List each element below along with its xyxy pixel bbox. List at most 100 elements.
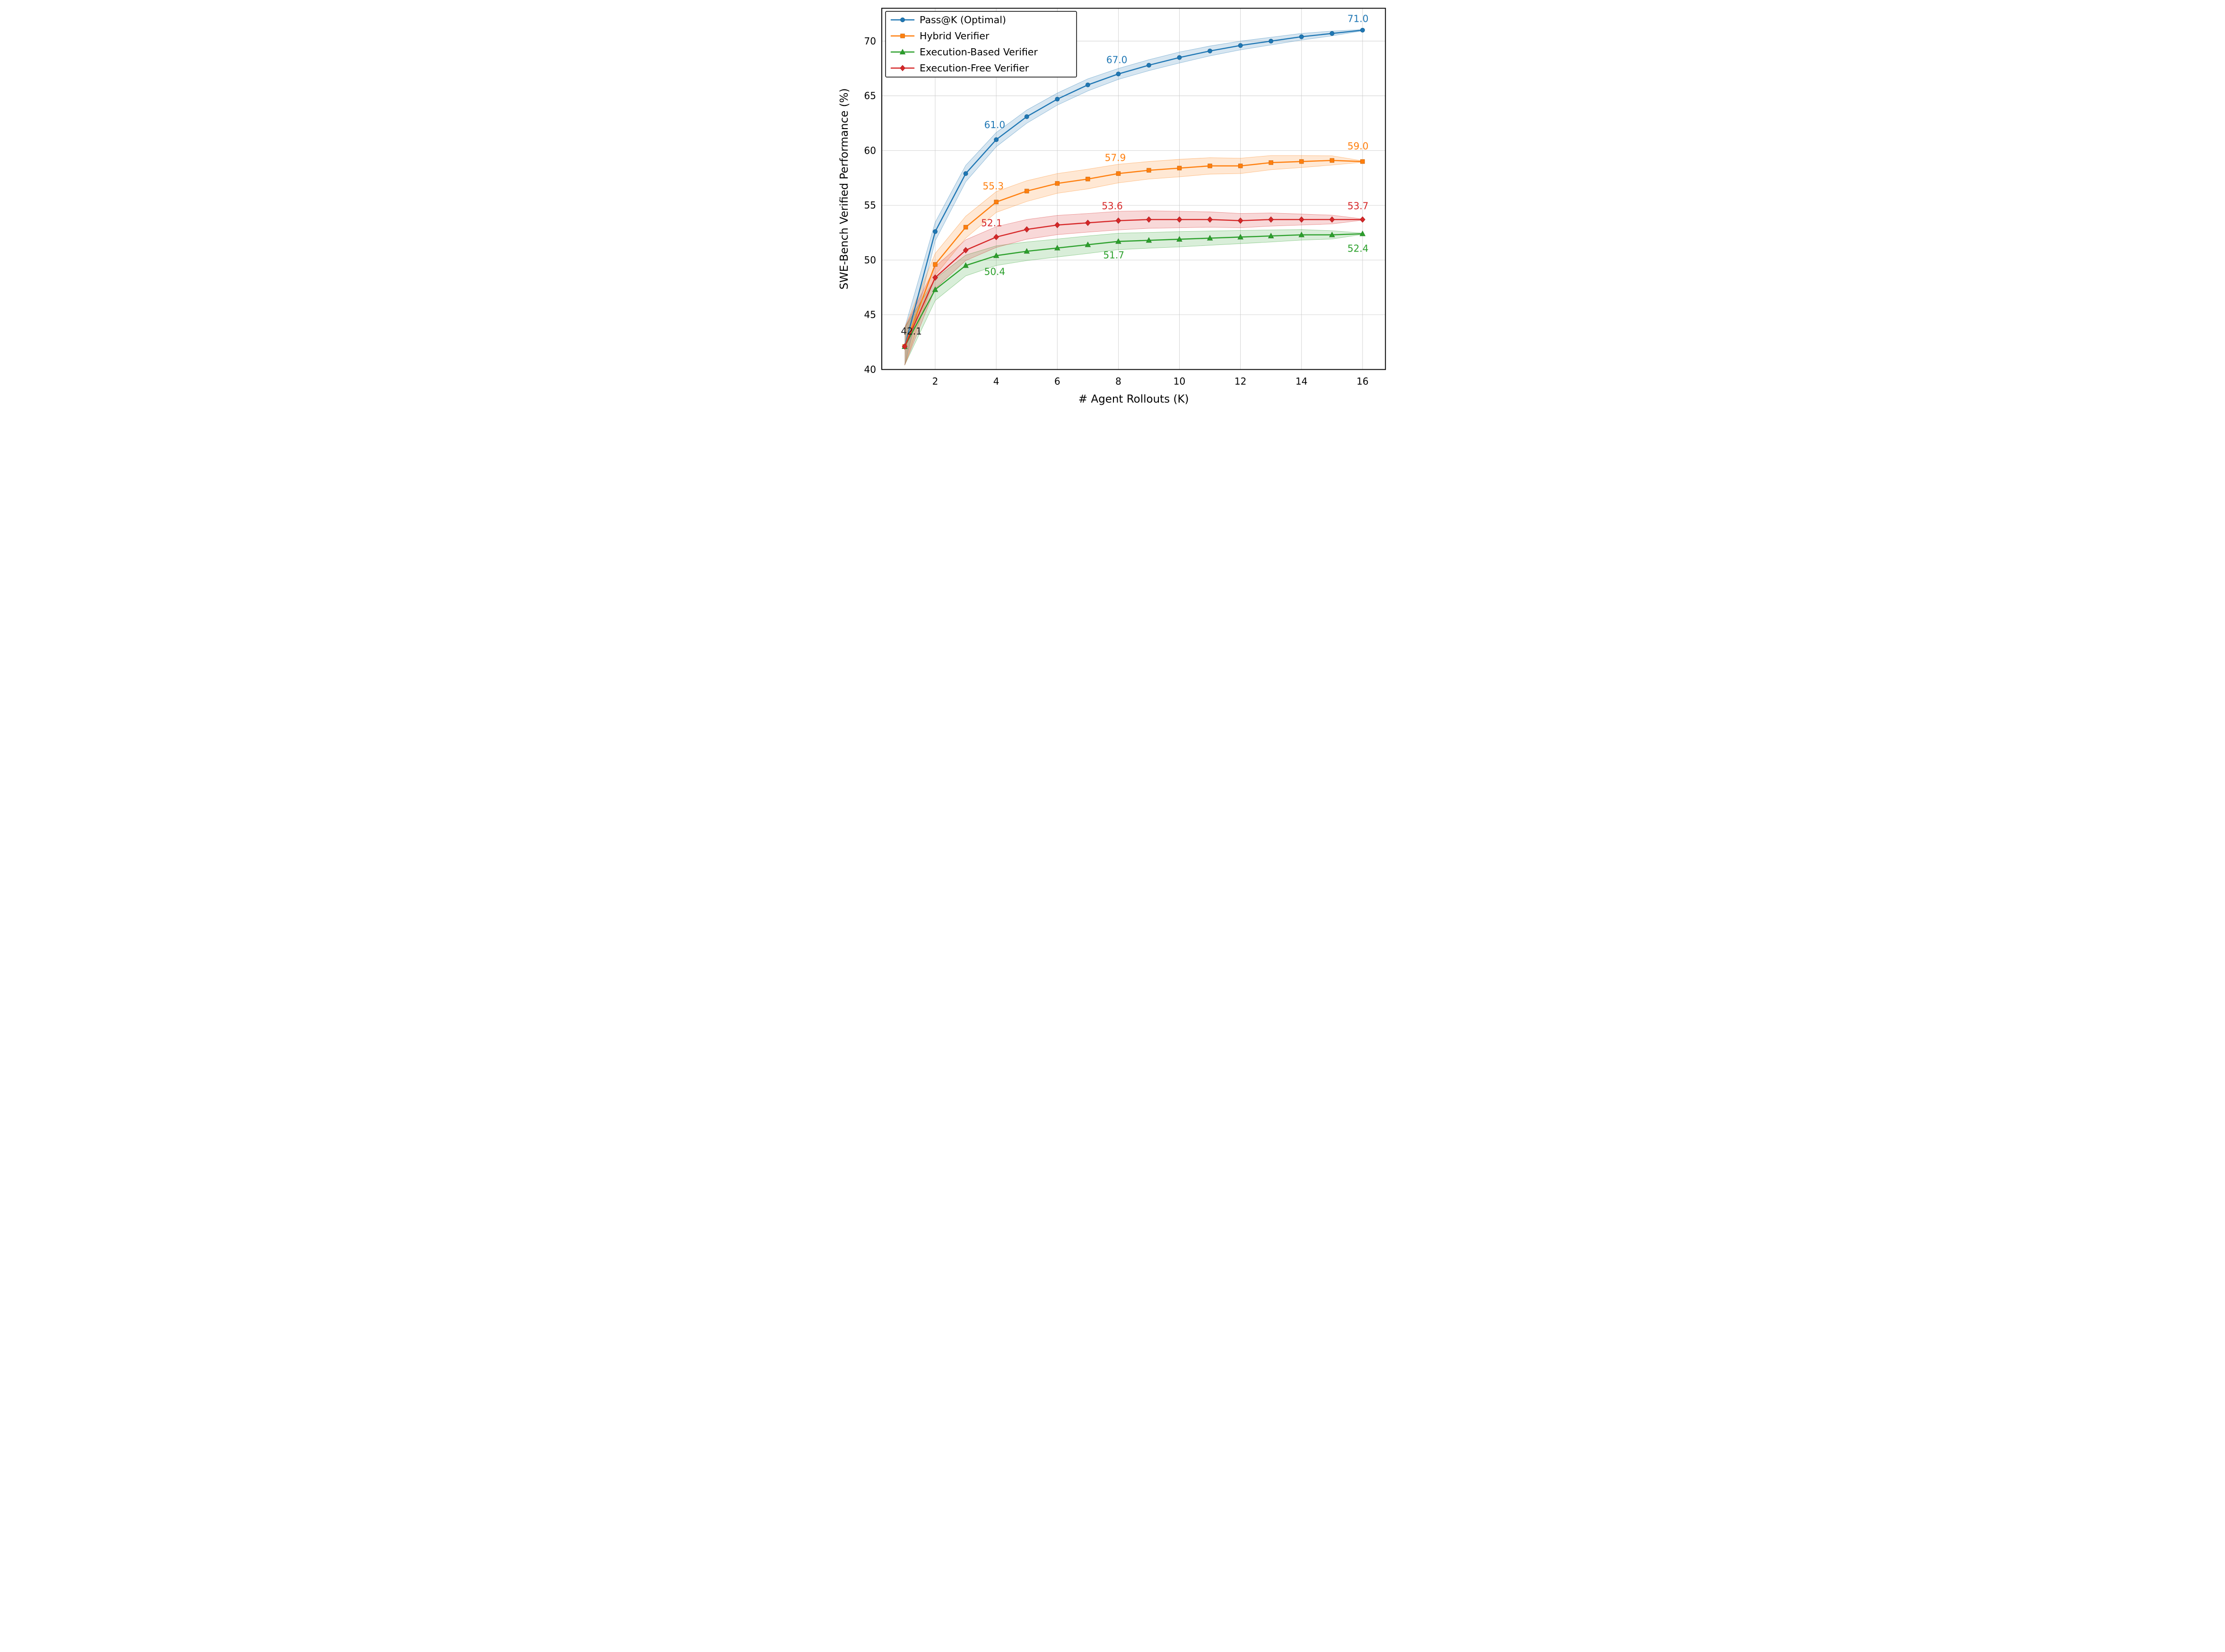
value-annotation: 50.4: [984, 266, 1006, 277]
band-lower-edge: [904, 220, 1363, 365]
value-annotation: 52.4: [1347, 243, 1369, 254]
series-line: [904, 29, 1364, 348]
marker-circle: [1146, 62, 1151, 68]
marker-square: [994, 200, 999, 205]
marker-diamond: [1298, 216, 1304, 223]
marker-square: [1238, 164, 1243, 168]
marker-triangle-up: [1237, 234, 1243, 240]
x-tick-labels: 2 4 6 8 10 12 14 16: [932, 376, 1369, 387]
x-tick-label: 14: [1295, 376, 1307, 387]
band-execution-free-verifier: [904, 210, 1363, 365]
marker-circle: [1208, 48, 1213, 53]
legend-label: Execution-Free Verifier: [920, 62, 1029, 74]
marker-square: [933, 262, 938, 267]
y-tick-label: 40: [864, 364, 876, 375]
marker-square: [1208, 164, 1212, 168]
marker-diamond: [993, 234, 1000, 241]
value-annotation: 52.1: [981, 217, 1002, 228]
series-pass-k-optimal: [902, 27, 1365, 349]
marker-square: [1024, 189, 1029, 193]
series-line: [904, 233, 1364, 348]
y-tick-label: 60: [864, 145, 876, 156]
marker-diamond: [1359, 216, 1365, 223]
legend-item-execution-free-verifier: Execution-Free Verifier: [890, 62, 1029, 74]
marker-triangle-up: [899, 49, 906, 54]
marker-circle: [1085, 82, 1090, 87]
band-upper-edge: [904, 210, 1363, 328]
marker-square: [1116, 171, 1121, 176]
legend-item-hybrid-verifier: Hybrid Verifier: [890, 30, 990, 42]
legend-box: [885, 11, 1077, 78]
x-tick-label: 8: [1115, 376, 1121, 387]
marker-diamond: [1085, 219, 1091, 226]
marker-circle: [1360, 27, 1365, 33]
y-tick-label: 65: [864, 90, 876, 102]
legend-item-execution-based-verifier: Execution-Based Verifier: [890, 46, 1038, 58]
legend-label: Pass@K (Optimal): [920, 14, 1006, 26]
marker-diamond: [902, 343, 908, 350]
marker-square: [900, 34, 905, 38]
band-upper-edge: [904, 29, 1363, 328]
band-upper-edge: [904, 229, 1363, 328]
marker-square: [1177, 165, 1182, 171]
legend-label: Execution-Based Verifier: [920, 46, 1038, 58]
value-annotation: 55.3: [982, 181, 1004, 192]
series-execution-free-verifier: [902, 216, 1365, 350]
y-tick-labels: 40 45 50 55 60 65 70: [864, 35, 876, 375]
value-annotation: 53.6: [1102, 200, 1123, 211]
marker-circle: [963, 171, 968, 176]
band-lower-edge: [904, 162, 1363, 365]
marker-square: [963, 225, 968, 230]
marker-circle: [1299, 34, 1304, 39]
performance-chart: 42.1 61.0 67.0 71.0 55.3 57.9 59.0 52.1 53.6 53.7…: [834, 0, 1391, 413]
marker-square: [1299, 159, 1304, 164]
marker-square: [1147, 168, 1151, 173]
marker-diamond: [1054, 222, 1060, 228]
marker-triangle-up: [1268, 233, 1274, 239]
marker-triangle-up: [1024, 248, 1030, 254]
y-tick-label: 70: [864, 35, 876, 47]
marker-diamond: [1237, 217, 1243, 224]
value-annotations: 42.1 61.0 67.0 71.0 55.3 57.9 59.0 52.1 53.6 53.7…: [901, 13, 1368, 337]
marker-square: [1360, 159, 1365, 164]
value-annotation: 53.7: [1347, 200, 1369, 211]
figure-container: 42.1 61.0 67.0 71.0 55.3 57.9 59.0 52.1 53.6 53.7…: [834, 0, 1391, 413]
marker-diamond: [1207, 216, 1213, 223]
band-hybrid-verifier: [904, 155, 1363, 365]
marker-triangle-up: [1176, 236, 1182, 242]
marker-circle: [1330, 31, 1335, 36]
y-tick-label: 55: [864, 200, 876, 211]
value-annotation: 42.1: [901, 325, 922, 337]
marker-square: [1269, 160, 1273, 165]
series-execution-based-verifier: [902, 230, 1366, 349]
marker-square: [1330, 158, 1335, 163]
marker-circle: [1116, 71, 1121, 77]
marker-circle: [994, 137, 999, 142]
marker-triangle-up: [1146, 237, 1152, 243]
band-pass-k-optimal: [904, 29, 1363, 365]
marker-circle: [1238, 43, 1243, 48]
legend-label: Hybrid Verifier: [920, 30, 990, 42]
legend-item-pass-k-optimal: Pass@K (Optimal): [890, 14, 1006, 26]
value-annotation: 59.0: [1347, 140, 1369, 152]
axes-spines: [881, 8, 1386, 370]
marker-diamond: [932, 274, 938, 281]
y-tick-label: 45: [864, 309, 876, 321]
marker-diamond: [1176, 216, 1182, 223]
band-execution-based-verifier: [904, 229, 1363, 365]
band-upper-edge: [904, 155, 1363, 328]
series-hybrid-verifier: [902, 158, 1365, 349]
marker-triangle-up: [1207, 235, 1213, 241]
marker-circle: [1269, 39, 1274, 43]
y-axis-label: SWE-Bench Verified Performance (%): [838, 88, 851, 290]
marker-triangle-up: [963, 262, 969, 268]
value-annotation: 57.9: [1105, 152, 1126, 164]
marker-square: [1086, 176, 1090, 182]
value-annotation: 51.7: [1103, 250, 1124, 261]
marker-circle: [1055, 96, 1060, 102]
x-tick-label: 4: [993, 376, 1000, 387]
value-annotation: 67.0: [1106, 54, 1128, 65]
y-tick-label: 50: [864, 254, 876, 266]
marker-triangle-up: [1054, 244, 1060, 251]
marker-circle: [900, 17, 905, 22]
